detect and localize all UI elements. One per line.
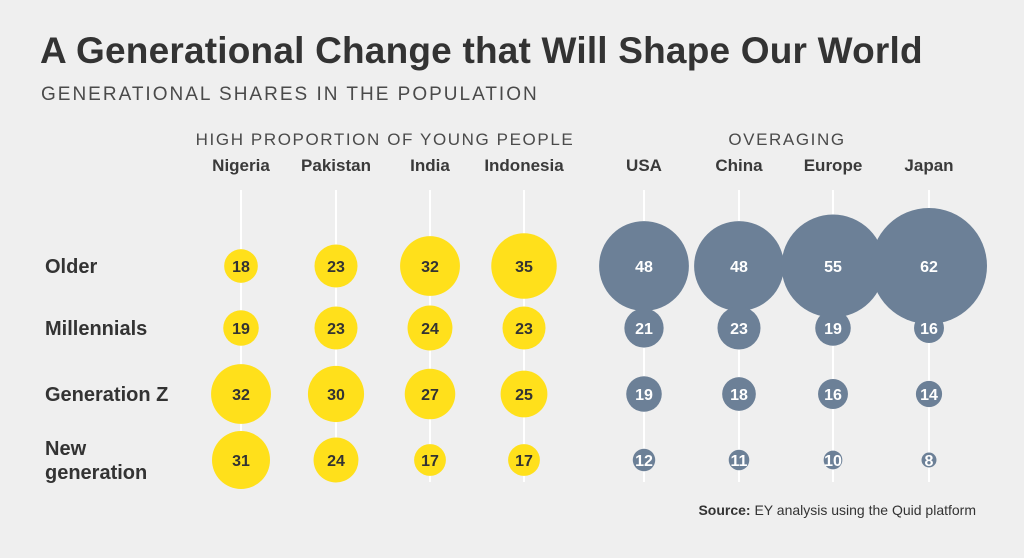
bubble xyxy=(314,244,358,288)
column-label: India xyxy=(410,156,450,175)
group-label: OVERAGING xyxy=(728,130,845,149)
column-label: USA xyxy=(626,156,662,175)
bubble xyxy=(314,306,358,350)
column-label: Europe xyxy=(804,156,863,175)
bubble xyxy=(781,214,885,318)
bubble-value-label: 30 xyxy=(327,387,345,404)
bubble-value-label: 23 xyxy=(730,321,748,338)
row-label: generation xyxy=(45,462,147,484)
bubble xyxy=(717,306,761,350)
column-label: Pakistan xyxy=(301,156,371,175)
bubble-value-label: 23 xyxy=(515,321,533,338)
bubble-value-label: 19 xyxy=(824,321,842,338)
bubble xyxy=(914,313,944,343)
bubble xyxy=(722,377,756,411)
bubble xyxy=(307,365,365,423)
bubble xyxy=(626,376,662,412)
source-text: EY analysis using the Quid platform xyxy=(750,502,976,518)
bubble-value-label: 55 xyxy=(824,259,842,276)
bubble xyxy=(921,452,937,468)
column-label: Nigeria xyxy=(212,156,270,175)
bubble-value-label: 8 xyxy=(925,453,934,470)
row-label: Older xyxy=(45,256,97,278)
bubble-value-label: 32 xyxy=(232,387,250,404)
bubble-value-label: 31 xyxy=(232,453,250,470)
bubble-value-label: 16 xyxy=(920,321,938,338)
bubble xyxy=(632,448,656,472)
bubble xyxy=(491,233,557,299)
bubble xyxy=(407,305,453,351)
bubble-value-label: 19 xyxy=(635,387,653,404)
column-label: China xyxy=(715,156,763,175)
bubble xyxy=(500,370,548,418)
bubble-value-label: 32 xyxy=(421,259,439,276)
source-prefix: Source: xyxy=(698,502,751,518)
source-note: Source: EY analysis using the Quid platf… xyxy=(698,502,976,518)
chart-subtitle: GENERATIONAL SHARES IN THE POPULATION xyxy=(41,84,539,105)
bubble xyxy=(502,306,546,350)
bubble-value-label: 23 xyxy=(327,321,345,338)
bubble-value-label: 21 xyxy=(635,321,653,338)
column-label: Indonesia xyxy=(484,156,564,175)
bubble-value-label: 24 xyxy=(327,453,345,470)
bubble xyxy=(223,310,259,346)
bubble-value-label: 12 xyxy=(635,453,653,470)
bubble-value-label: 23 xyxy=(327,259,345,276)
bubble-value-label: 27 xyxy=(421,387,439,404)
bubble xyxy=(212,431,270,489)
bubble xyxy=(818,379,848,409)
bubble-value-label: 17 xyxy=(421,453,439,470)
bubble-value-label: 10 xyxy=(824,453,842,470)
bubble xyxy=(915,380,943,408)
bubble-value-label: 18 xyxy=(730,387,748,404)
bubble-value-label: 62 xyxy=(920,259,938,276)
column-label: Japan xyxy=(904,156,953,175)
bubble xyxy=(728,449,750,471)
bubble-value-label: 35 xyxy=(515,259,533,276)
bubble xyxy=(694,221,784,311)
group-label: HIGH PROPORTION OF YOUNG PEOPLE xyxy=(196,130,575,149)
bubble xyxy=(823,450,843,470)
bubble xyxy=(224,249,258,283)
bubble-value-label: 14 xyxy=(920,387,938,404)
row-label: New xyxy=(45,438,87,460)
bubble-value-label: 48 xyxy=(635,259,653,276)
bubble xyxy=(313,437,359,483)
bubble-value-label: 25 xyxy=(515,387,533,404)
bubble-value-label: 18 xyxy=(232,259,250,276)
bubble-value-label: 17 xyxy=(515,453,533,470)
chart-title: A Generational Change that Will Shape Ou… xyxy=(40,30,923,71)
bubble xyxy=(815,310,851,346)
bubble xyxy=(414,444,446,476)
row-label: Millennials xyxy=(45,318,147,340)
bubble-value-label: 48 xyxy=(730,259,748,276)
bubble xyxy=(400,236,460,296)
bubble xyxy=(404,368,456,420)
bubble-value-label: 19 xyxy=(232,321,250,338)
row-label: Generation Z xyxy=(45,384,168,406)
bubble-value-label: 11 xyxy=(731,453,748,470)
bubble xyxy=(624,308,664,348)
bubble-value-label: 24 xyxy=(421,321,439,338)
bubble xyxy=(871,208,987,324)
bubble xyxy=(211,364,271,424)
bubble xyxy=(599,221,689,311)
bubble-value-label: 16 xyxy=(824,387,842,404)
bubble xyxy=(508,444,540,476)
